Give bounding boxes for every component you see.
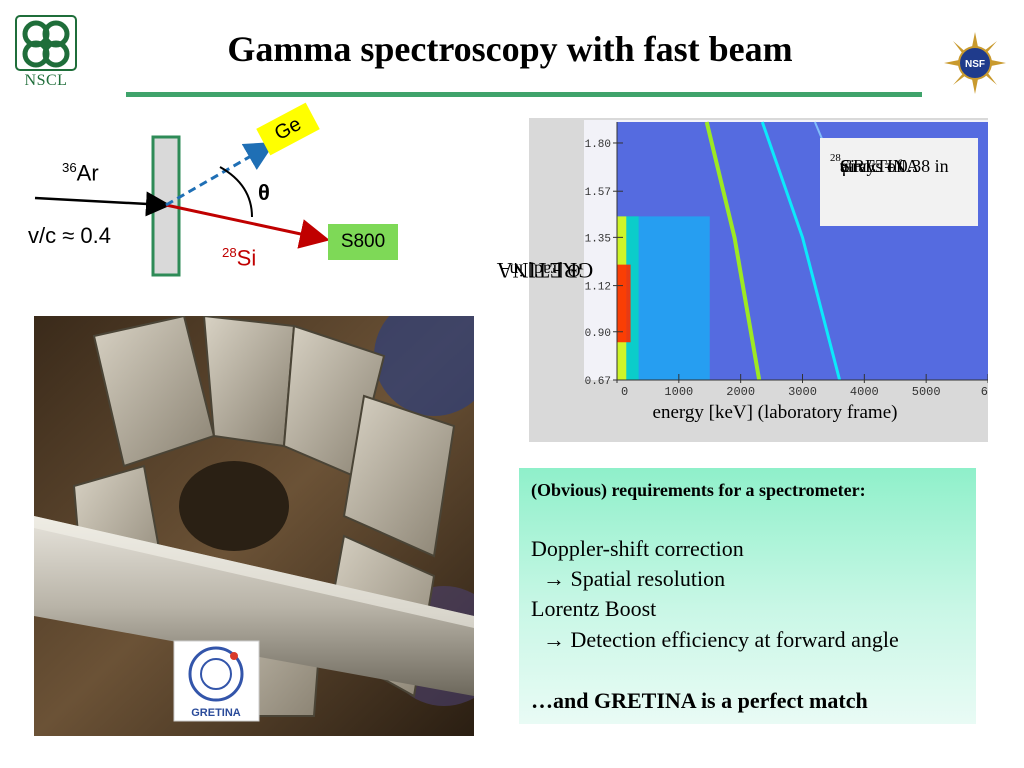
kinematics-diagram [34,135,330,277]
requirements-box: (Obvious) requirements for a spectromete… [519,468,976,724]
nscl-logo: NSCL [14,14,78,94]
gretina-badge-icon [188,646,244,702]
y-tick-label-5: 1.80 [585,139,611,151]
nscl-emblem-icon [15,15,77,71]
requirement-lorentz-boost: Lorentz Boost [531,596,657,621]
velocity-label: v/c ≈ 0.4 [28,223,111,248]
doppler-line-0 [704,121,762,381]
heatmap-band-1 [617,216,710,380]
gretina-badge [173,640,260,722]
y-tick-label-0: 0.67 [585,376,611,388]
x-tick-label-6: 60 [981,385,988,399]
nsf-logo-text: NSF [965,59,985,70]
plot-caption-box: γ rays of 28 Si at v/c = 0.38 in GRETINA [820,138,978,226]
requirements-conclusion: …and GRETINA is a perfect match [531,688,868,713]
requirement-spatial-resolution: → Spatial resolution [543,566,726,591]
title-divider [126,92,922,97]
plot-x-label: energy [keV] (laboratory frame) [652,402,898,423]
x-tick-label-5: 5000 [912,385,941,399]
gretina-badge-text: GRETINA [191,707,241,719]
x-tick-label-3: 3000 [788,385,817,399]
angle-label: θ [258,180,270,205]
requirement-detection-efficiency: → Detection efficiency at forward angle [543,627,899,652]
page-title: Gamma spectroscopy with fast beam [227,29,793,69]
s800-label: S800 [340,231,386,252]
x-tick-label-0: 0 [621,385,628,399]
nsf-logo: NSF [944,32,1006,94]
x-tick-label-4: 4000 [850,385,879,399]
beam-arrow [34,191,171,217]
y-tick-label-3: 1.35 [585,233,611,245]
requirement-doppler: Doppler-shift correction [531,536,744,561]
plot-axes: 0.67 0.90 1.12 1.35 1.57 1.80 0 1000 2000 3000 400… [585,122,988,399]
x-tick-label-1: 1000 [664,385,693,399]
gretina-photo: GRETINA [34,316,474,736]
plot-y-label: Θ [rad] in GRETINA [496,258,594,283]
angle-arc [219,166,253,218]
heatmap-hotspot [617,264,631,343]
y-tick-label-4: 1.57 [585,187,611,199]
nscl-logo-text: NSCL [24,72,68,89]
s800-box: S800 [328,224,398,260]
beam-label: 36Ar [62,160,99,186]
fragment-label: 28Si [222,245,257,271]
plot-caption-text: γ rays of 28 Si at v/c = 0.38 in GRETINA [830,152,949,176]
y-tick-label-2: 1.12 [585,282,611,294]
requirements-heading: (Obvious) requirements for a spectromete… [531,480,866,500]
nsf-seal-icon: NSF [944,32,1006,94]
gamma-ray-arrow [165,142,276,207]
fragment-arrow [165,203,330,249]
x-tick-label-2: 2000 [726,385,755,399]
doppler-line-1 [760,121,842,381]
y-tick-label-1: 0.90 [585,328,611,340]
